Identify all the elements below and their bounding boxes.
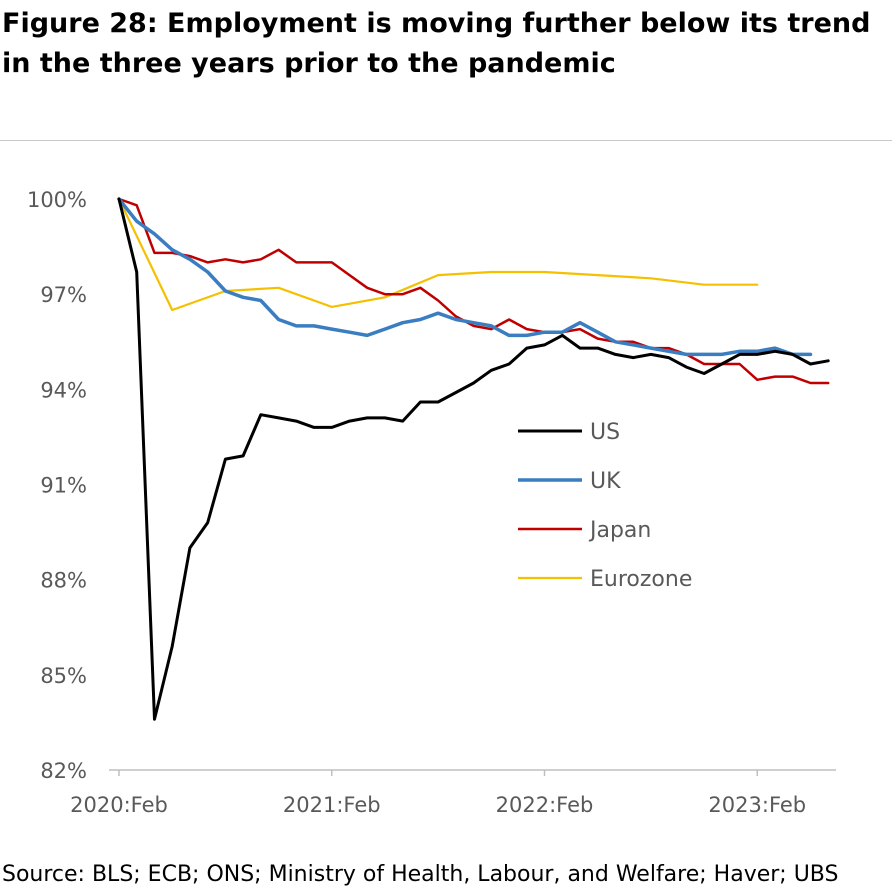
legend-label-uk: UK <box>590 469 621 494</box>
series-line-japan <box>117 197 830 385</box>
y-tick-label: 88% <box>40 569 87 593</box>
legend-label-eurozone: Eurozone <box>590 567 692 592</box>
legend-label-japan: Japan <box>588 518 651 543</box>
series-line-uk <box>117 197 813 357</box>
x-tick-label: 2023:Feb <box>708 793 806 817</box>
y-tick-label: 97% <box>40 283 87 307</box>
chart-title: Figure 28: Employment is moving further … <box>2 8 871 79</box>
y-tick-label: 82% <box>40 759 87 783</box>
legend: US UK Japan Eurozone <box>518 420 692 592</box>
y-tick-label: 91% <box>40 474 87 498</box>
source-note: Source: BLS; ECB; ONS; Ministry of Healt… <box>2 862 839 887</box>
x-axis: 2020:Feb 2021:Feb 2022:Feb 2023:Feb <box>70 769 836 817</box>
y-tick-label: 85% <box>40 664 87 688</box>
x-tick-label: 2022:Feb <box>496 793 594 817</box>
series-line-eurozone <box>117 197 759 312</box>
line-chart: 100%97%94%91%88%85%82% 2020:Feb 2021:Feb 2… <box>27 188 836 817</box>
y-tick-label: 94% <box>40 378 87 402</box>
y-tick-label: 100% <box>27 188 87 212</box>
series-line-us <box>117 197 830 721</box>
legend-label-us: US <box>590 420 620 445</box>
series-lines <box>117 197 830 721</box>
title-divider <box>0 140 892 141</box>
y-axis-ticks: 100% 97% 94% 91% 88% 85% 82% <box>27 188 87 783</box>
x-tick-label: 2021:Feb <box>283 793 381 817</box>
x-tick-label: 2020:Feb <box>70 793 168 817</box>
